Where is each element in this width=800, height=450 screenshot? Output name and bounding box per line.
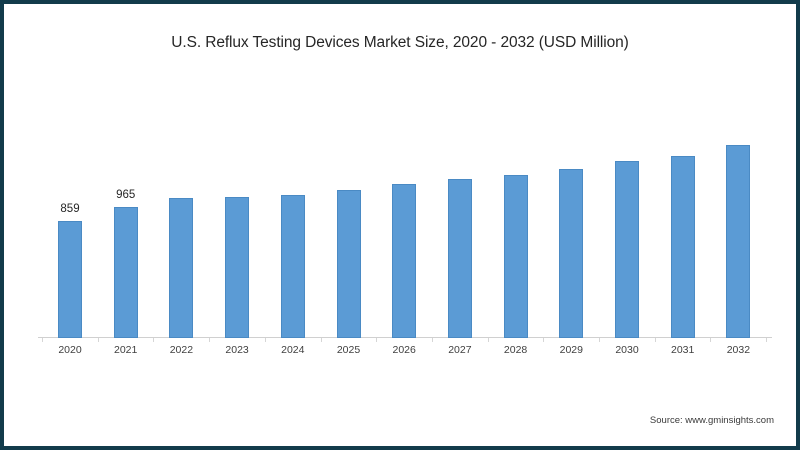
bar-2027 bbox=[447, 178, 472, 338]
bar-2029 bbox=[559, 169, 584, 338]
x-axis-tick-2025 bbox=[320, 338, 322, 342]
x-axis-label-2024: 2024 bbox=[281, 344, 305, 356]
x-axis-label-2021: 2021 bbox=[114, 344, 138, 356]
chart-canvas: U.S. Reflux Testing Devices Market Size,… bbox=[4, 4, 796, 446]
x-axis-tick-2028 bbox=[487, 338, 489, 342]
bars-layer: 2020 859 2021 965 2022 2023 2024 2025 2026 2027 20… bbox=[4, 4, 796, 446]
bar-2021 bbox=[113, 206, 138, 338]
bar-2024 bbox=[280, 195, 305, 338]
x-axis-label-2020: 2020 bbox=[58, 344, 82, 356]
bar-2032 bbox=[726, 145, 751, 338]
x-axis-label-2026: 2026 bbox=[392, 344, 416, 356]
bar-2020 bbox=[58, 221, 82, 338]
x-axis-label-2032: 2032 bbox=[726, 344, 751, 356]
source-note: Source: www.gminsights.com bbox=[649, 415, 774, 426]
x-axis-label-2028: 2028 bbox=[503, 344, 528, 356]
x-axis-label-2029: 2029 bbox=[559, 344, 583, 356]
x-axis-tick-2024 bbox=[264, 338, 266, 342]
x-axis-label-2031: 2031 bbox=[671, 344, 695, 356]
x-axis-label-2023: 2023 bbox=[225, 344, 249, 356]
chart-title: U.S. Reflux Testing Devices Market Size,… bbox=[171, 34, 629, 51]
x-axis-tick-2022 bbox=[153, 338, 155, 342]
x-axis-label-2027: 2027 bbox=[448, 344, 472, 356]
bar-2023 bbox=[225, 196, 250, 338]
bar-2030 bbox=[615, 161, 639, 338]
bar-2031 bbox=[670, 155, 695, 338]
x-axis-tick-2031 bbox=[654, 338, 656, 342]
x-axis-tick-2029 bbox=[543, 338, 545, 342]
bar-2026 bbox=[392, 184, 417, 338]
x-axis-label-2022: 2022 bbox=[169, 344, 194, 356]
x-axis-label-2025: 2025 bbox=[336, 344, 361, 356]
x-axis-tick-2030 bbox=[599, 338, 600, 342]
x-axis-tick-2020 bbox=[42, 338, 43, 342]
bar-2022 bbox=[169, 198, 194, 338]
x-axis-tick-2032 bbox=[710, 338, 712, 342]
bar-2025 bbox=[336, 189, 361, 338]
bar-2028 bbox=[503, 174, 528, 338]
data-label-2021: 965 bbox=[116, 188, 136, 201]
x-axis-tick-end bbox=[766, 338, 768, 342]
data-label-2020: 859 bbox=[60, 203, 80, 216]
x-axis-tick-2026 bbox=[376, 338, 378, 342]
x-axis-tick-2027 bbox=[431, 338, 433, 342]
x-axis-tick-2021 bbox=[97, 338, 99, 342]
x-axis-label-2030: 2030 bbox=[615, 344, 639, 356]
x-axis-tick-2023 bbox=[209, 338, 211, 342]
